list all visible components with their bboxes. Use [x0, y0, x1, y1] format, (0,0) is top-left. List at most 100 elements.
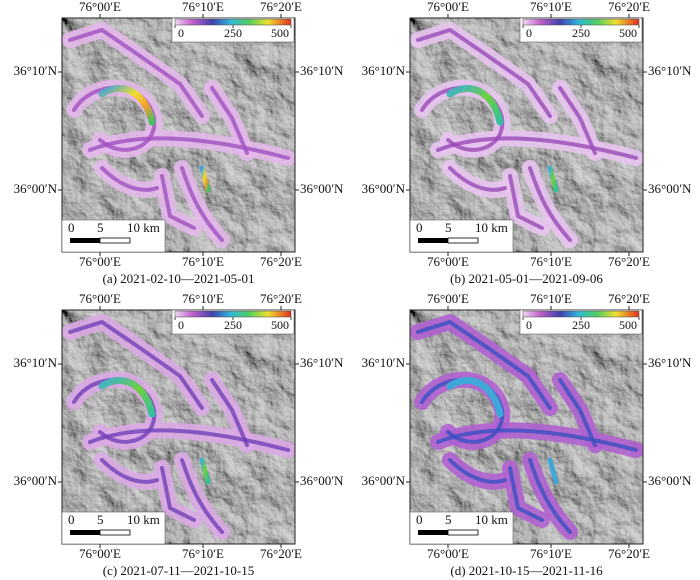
lon-label-bottom: 76°20′E — [608, 254, 650, 269]
glacier-core — [160, 174, 196, 230]
lat-label-right: 36°00′N — [300, 181, 344, 196]
caption: (b) 2021-05-01—2021-09-06 — [450, 271, 603, 286]
lon-label-bottom: 76°00′E — [79, 546, 121, 561]
lon-label-bottom: 76°20′E — [260, 546, 302, 561]
map-area — [410, 18, 643, 252]
lat-label-left: 36°10′N — [362, 355, 406, 370]
scale-seg — [99, 529, 131, 536]
scale-label: 10 km — [475, 220, 508, 235]
lon-label-top: 76°00′E — [427, 0, 469, 14]
lon-label-top: 76°10′E — [530, 291, 572, 306]
scale-label: 5 — [97, 512, 104, 527]
fast-flow — [199, 457, 211, 485]
map-area — [62, 310, 295, 544]
glacier-core — [180, 166, 224, 242]
lon-label-bottom: 76°00′E — [427, 546, 469, 561]
lon-label-bottom: 76°10′E — [182, 546, 224, 561]
fast-flow — [446, 377, 504, 418]
lon-label-top: 76°20′E — [260, 0, 302, 14]
scale-seg — [99, 237, 131, 244]
lon-label-top: 76°20′E — [260, 291, 302, 306]
lon-label-bottom: 76°10′E — [530, 254, 572, 269]
lat-label-right: 36°10′N — [300, 355, 344, 370]
lon-label-top: 76°00′E — [427, 291, 469, 306]
scale-label: 0 — [416, 220, 423, 235]
lat-label-left: 36°10′N — [14, 63, 58, 78]
scale-label: 5 — [445, 220, 452, 235]
scale-box — [61, 511, 166, 545]
lon-label-bottom: 76°10′E — [182, 254, 224, 269]
lat-label-right: 36°10′N — [648, 63, 692, 78]
lon-label-top: 76°10′E — [530, 0, 572, 14]
fast-flow — [547, 457, 559, 485]
colorbar-tick-label: 0 — [526, 318, 532, 332]
glacier-core — [436, 136, 638, 160]
lon-label-top: 76°00′E — [79, 291, 121, 306]
glacier-core — [210, 86, 249, 155]
lat-label-right: 36°00′N — [648, 473, 692, 488]
lon-label-top: 76°00′E — [79, 0, 121, 14]
scale-box — [409, 511, 514, 545]
colorbar-tick-label: 0 — [178, 318, 184, 332]
lon-label-top: 76°10′E — [182, 291, 224, 306]
scale-label: 0 — [416, 512, 423, 527]
lon-label-bottom: 76°00′E — [427, 254, 469, 269]
caption: (d) 2021-10-15—2021-11-16 — [450, 563, 603, 578]
lat-label-left: 36°00′N — [362, 181, 406, 196]
colorbar-strip — [174, 18, 292, 26]
glacier-core — [416, 27, 552, 118]
scale-bar: 0 5 10 km — [61, 219, 166, 253]
scale-label: 5 — [445, 512, 452, 527]
scale-label: 0 — [68, 220, 75, 235]
lon-label-top: 76°20′E — [608, 291, 650, 306]
colorbar-tick-label: 0 — [526, 26, 532, 40]
scale-seg — [418, 530, 448, 535]
glacier-core — [160, 466, 196, 522]
lat-label-right: 36°10′N — [300, 63, 344, 78]
colorbar: 0 250 500 — [171, 17, 295, 43]
fast-flow — [547, 165, 559, 193]
colorbar-strip — [174, 310, 292, 318]
map-area — [62, 18, 295, 252]
glacier-core — [100, 458, 159, 484]
scale-seg — [447, 237, 479, 244]
scale-box — [409, 219, 514, 253]
map-panel: 76°00′E 76°00′E 76°10′E 76°10′E 76°20′E 76°20… — [362, 291, 692, 578]
scale-seg — [447, 529, 479, 536]
scale-seg — [70, 530, 100, 535]
colorbar-tick-label: 0 — [178, 26, 184, 40]
lat-label-right: 36°10′N — [648, 355, 692, 370]
colorbar-tick-label: 250 — [572, 26, 590, 40]
colorbar: 0 250 500 — [519, 309, 643, 335]
fast-flow — [199, 165, 211, 193]
glacier-core — [528, 458, 572, 534]
colorbar-strip — [522, 18, 640, 26]
glacier-core — [528, 166, 572, 242]
lat-label-left: 36°00′N — [14, 181, 58, 196]
lon-label-bottom: 76°20′E — [608, 546, 650, 561]
colorbar-tick-label: 250 — [224, 318, 242, 332]
glacier-core — [100, 166, 159, 192]
colorbar-tick-label: 500 — [271, 318, 289, 332]
colorbar: 0 250 500 — [519, 17, 643, 43]
map-panel: 76°00′E 76°00′E 76°10′E 76°10′E 76°20′E 76°20… — [14, 291, 344, 578]
glacier-core — [508, 174, 544, 230]
glacier-core — [180, 458, 224, 534]
fast-flow — [98, 377, 156, 418]
lat-label-left: 36°10′N — [14, 355, 58, 370]
fast-flow — [98, 85, 156, 126]
map-panel: 76°00′E 76°00′E 76°10′E 76°10′E 76°20′E 76°20… — [14, 0, 344, 286]
caption: (c) 2021-07-11—2021-10-15 — [103, 563, 255, 578]
glacier-core — [210, 378, 249, 447]
glacier-core — [416, 319, 552, 410]
scale-box — [61, 219, 166, 253]
fast-flow — [446, 85, 504, 126]
colorbar-tick-label: 500 — [619, 318, 637, 332]
glacier-core — [558, 86, 597, 155]
map-panel: 76°00′E 76°00′E 76°10′E 76°10′E 76°20′E 76°20… — [362, 0, 692, 286]
caption: (a) 2021-02-10—2021-05-01 — [103, 271, 255, 286]
scale-bar: 0 5 10 km — [409, 219, 514, 253]
glacier-core — [558, 378, 597, 447]
glacier-core — [508, 466, 544, 522]
